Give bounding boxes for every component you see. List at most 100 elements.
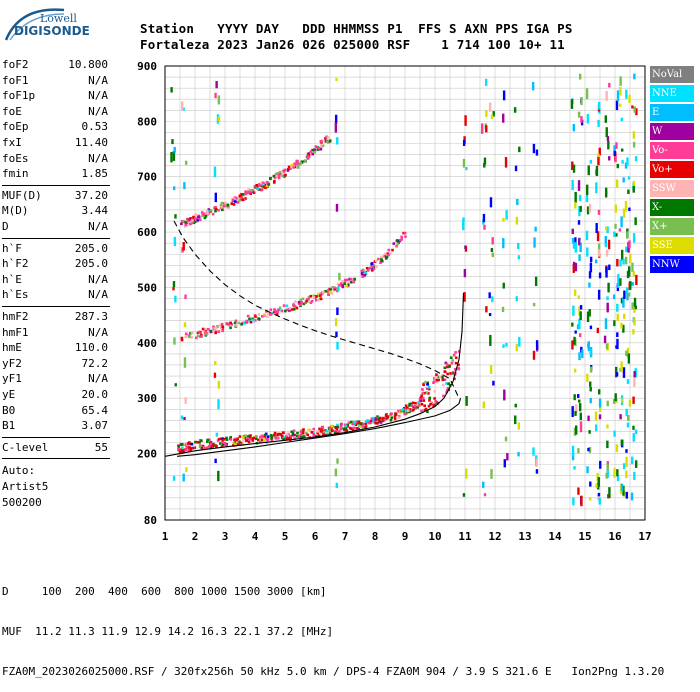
echo-mark (354, 423, 358, 427)
echo-mark (282, 170, 286, 173)
echo-mark (446, 387, 450, 390)
echo-mark (173, 337, 176, 345)
echo-mark (224, 443, 227, 446)
echo-mark (435, 380, 439, 384)
echo-mark (414, 405, 417, 408)
echo-mark (184, 221, 188, 224)
echo-mark (616, 90, 620, 102)
echo-mark (276, 172, 279, 175)
echo-mark (317, 146, 321, 150)
echo-mark (330, 424, 333, 428)
echo-mark (343, 280, 347, 283)
param-row: B0 65.4 (2, 404, 108, 418)
echo-mark (623, 290, 626, 299)
echo-mark (616, 469, 619, 477)
echo-mark (316, 431, 320, 435)
profile-curve (173, 220, 460, 399)
echo-mark (242, 322, 246, 325)
echo-mark (359, 423, 363, 427)
echo-mark (272, 181, 276, 184)
echo-mark (200, 446, 204, 450)
echo-mark (622, 485, 625, 496)
echo-mark (605, 249, 609, 257)
echo-mark (628, 240, 631, 249)
echo-mark (454, 351, 457, 354)
echo-mark (589, 398, 592, 404)
echo-mark (195, 336, 198, 340)
echo-mark (217, 399, 220, 410)
echo-mark (311, 148, 314, 152)
echo-mark (235, 438, 239, 442)
echo-mark (247, 188, 250, 191)
echo-mark (292, 164, 296, 167)
echo-mark (597, 289, 601, 300)
echo-mark (217, 330, 221, 333)
echo-mark (182, 219, 186, 223)
echo-mark (253, 319, 257, 322)
param-name: C-level (2, 440, 49, 454)
echo-mark (384, 252, 387, 256)
param-name: B0 (2, 403, 16, 417)
echo-mark (599, 460, 602, 469)
echo-mark (607, 282, 610, 293)
echo-mark (374, 259, 378, 263)
echo-mark (578, 403, 582, 412)
param-name: D (2, 220, 9, 233)
echo-mark (625, 287, 629, 295)
echo-mark (628, 399, 632, 407)
echo-mark (633, 73, 636, 80)
echo-mark (307, 428, 311, 432)
echo-mark (615, 233, 618, 237)
param-name: foEs (2, 151, 29, 165)
echo-mark (194, 440, 197, 444)
echo-mark (292, 304, 295, 307)
echo-mark (300, 160, 304, 163)
echo-mark (188, 442, 192, 446)
echo-mark (513, 107, 517, 113)
echo-mark (282, 304, 286, 307)
echo-mark (571, 445, 575, 456)
echo-mark (597, 153, 600, 158)
echo-mark (483, 493, 487, 497)
echo-mark (275, 175, 278, 178)
echo-mark (244, 192, 248, 196)
x-tick-label: 3 (222, 530, 229, 543)
echo-mark (369, 419, 373, 423)
echo-mark (262, 438, 266, 442)
echo-mark (295, 306, 299, 310)
echo-mark (289, 167, 292, 171)
echo-mark (606, 463, 609, 471)
echo-mark (336, 423, 339, 427)
echo-mark (581, 349, 584, 359)
echo-mark (443, 378, 447, 382)
echo-mark (217, 116, 221, 122)
echo-mark (633, 306, 636, 313)
echo-mark (193, 220, 197, 224)
echo-mark (421, 388, 424, 391)
echo-mark (396, 242, 399, 246)
header-values: Fortaleza 2023 Jan26 026 025000 RSF 1 71… (140, 37, 565, 52)
echo-mark (181, 446, 184, 450)
echo-mark (624, 200, 628, 212)
echo-mark (489, 197, 493, 208)
echo-mark (328, 429, 331, 433)
footer-info: D 100 200 400 600 800 1000 1500 3000 [km… (2, 559, 664, 692)
echo-mark (331, 285, 335, 289)
echo-mark (184, 332, 188, 336)
echo-mark (615, 179, 619, 188)
param-row: foEp 0.53 (2, 120, 108, 134)
echo-mark (312, 427, 316, 431)
param-row: MUF(D) 37.20 (2, 189, 108, 203)
echo-mark (378, 416, 382, 420)
echo-mark (277, 175, 281, 178)
echo-mark (214, 92, 217, 99)
param-row: h`F 205.0 (2, 242, 108, 256)
echo-mark (626, 157, 629, 166)
echo-mark (254, 315, 257, 318)
echo-mark (577, 487, 580, 495)
echo-mark (273, 310, 276, 314)
echo-mark (416, 406, 419, 409)
echo-mark (420, 394, 423, 398)
echo-mark (200, 333, 203, 337)
echo-mark (174, 383, 177, 387)
